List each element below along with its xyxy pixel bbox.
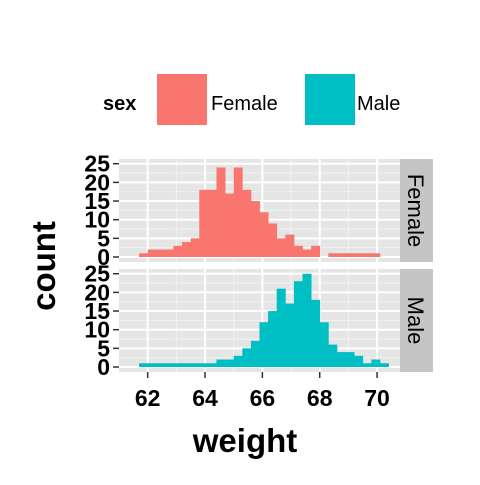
histogram-bar [216,167,226,257]
histogram-bar [225,193,235,257]
histogram-bar [293,245,303,257]
histogram-bar [225,359,235,367]
histogram-bar [311,299,321,367]
y-tick-label: 15 [84,188,110,214]
x-axis-title: weight [192,422,298,459]
histogram-bar [190,238,200,257]
histogram-bar [345,253,355,257]
histogram-bar [293,281,303,367]
histogram-bar [345,352,355,367]
histogram-bar [156,249,166,257]
histogram-bar [336,352,346,367]
histogram-bar [207,189,217,257]
histogram-bar [164,363,174,367]
histogram-bar [233,355,243,367]
histogram-bar [233,167,243,257]
y-tick-label: 20 [84,169,110,195]
histogram-bar [242,348,252,367]
legend-title: sex [103,93,136,115]
histogram-bar [164,249,174,257]
histogram-bar [336,253,346,257]
histogram-bar [285,303,295,367]
y-tick-label: 15 [84,298,110,324]
histogram-bar [319,322,329,367]
legend-label-female: Female [211,93,278,115]
histogram-bar [199,363,209,367]
histogram-bar [379,363,389,367]
histogram-bar [328,344,338,367]
y-tick-label: 0 [97,354,110,380]
histogram-bar [242,189,252,257]
histogram-bar [139,253,149,257]
axes: weight count 62 64 66 68 70 [25,221,390,459]
histogram-bar [362,253,372,257]
histogram-bar [250,201,260,257]
y-tick-label: 25 [84,261,110,287]
y-tick-label: 10 [84,207,110,233]
histogram-bar [328,253,338,257]
y-tick-label: 5 [97,335,110,361]
histogram-bar [147,249,157,257]
facet-strip-label: Female [403,174,428,247]
x-tick-label: 66 [250,385,276,411]
histogram-bar [354,355,364,367]
histogram-bar [302,273,312,367]
histogram-bar [259,322,269,367]
histogram-bar [302,249,312,257]
facet-strip [400,269,433,372]
histogram-bar [190,363,200,367]
histogram-bar [276,288,286,367]
histogram-bar [268,223,278,257]
histogram-bar [216,359,226,367]
histogram-bar [354,253,364,257]
histogram-bar [139,363,149,367]
y-tick-label: 25 [84,151,110,177]
histogram-bar [156,363,166,367]
histogram-bar [207,363,217,367]
y-tick-label: 0 [97,244,110,270]
legend-label-male: Male [357,93,400,115]
histogram-bar [285,234,295,257]
x-tick-label: 68 [307,385,333,411]
histogram-bar [182,363,192,367]
facet-strip-label: Male [403,297,428,345]
y-tick-label: 5 [97,225,110,251]
legend-key-male [305,74,355,125]
y-tick-label: 20 [84,279,110,305]
histogram-bar [311,245,321,257]
x-tick-label: 62 [135,385,161,411]
histogram-bar [250,340,260,367]
histogram-bar [259,212,269,257]
histogram-bar [182,242,192,257]
x-tick-label: 64 [192,385,218,411]
histogram-bar [276,238,286,257]
y-axis-title: count [25,221,62,311]
histogram-bar [147,363,157,367]
histogram-bar [371,253,381,257]
legend-key-female [157,74,207,125]
legend: sex Female Male [103,74,400,125]
y-tick-label: 10 [84,317,110,343]
histogram-bar [173,245,183,257]
histogram-bar [173,363,183,367]
x-tick-label: 70 [364,385,390,411]
histogram-bar [362,363,372,367]
histogram-bar [268,311,278,367]
facet-strip [400,159,433,262]
histogram-bar [199,189,209,257]
histogram-bar [371,359,381,367]
